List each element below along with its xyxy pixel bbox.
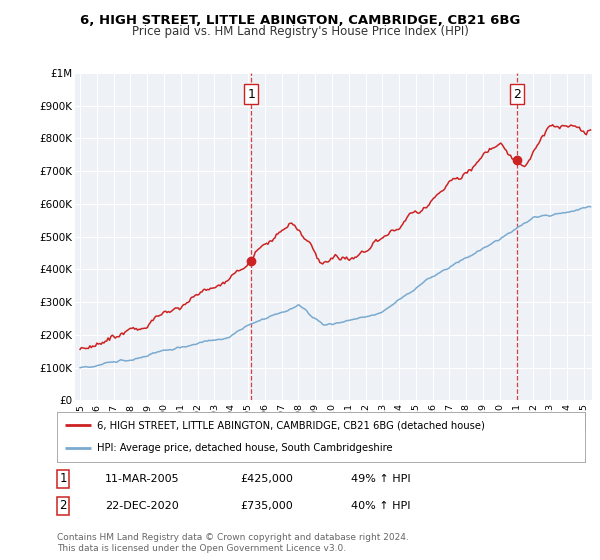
Text: 2: 2 xyxy=(59,499,67,512)
Text: 22-DEC-2020: 22-DEC-2020 xyxy=(105,501,179,511)
Text: £425,000: £425,000 xyxy=(240,474,293,484)
Text: 2: 2 xyxy=(512,87,521,101)
Text: 49% ↑ HPI: 49% ↑ HPI xyxy=(351,474,410,484)
Text: 6, HIGH STREET, LITTLE ABINGTON, CAMBRIDGE, CB21 6BG (detached house): 6, HIGH STREET, LITTLE ABINGTON, CAMBRID… xyxy=(97,420,484,430)
Text: HPI: Average price, detached house, South Cambridgeshire: HPI: Average price, detached house, Sout… xyxy=(97,444,392,454)
Text: 1: 1 xyxy=(247,87,255,101)
Text: 1: 1 xyxy=(59,472,67,486)
Text: 11-MAR-2005: 11-MAR-2005 xyxy=(105,474,179,484)
Text: 40% ↑ HPI: 40% ↑ HPI xyxy=(351,501,410,511)
Text: Contains HM Land Registry data © Crown copyright and database right 2024.
This d: Contains HM Land Registry data © Crown c… xyxy=(57,533,409,553)
Text: Price paid vs. HM Land Registry's House Price Index (HPI): Price paid vs. HM Land Registry's House … xyxy=(131,25,469,38)
Text: £735,000: £735,000 xyxy=(240,501,293,511)
Text: 6, HIGH STREET, LITTLE ABINGTON, CAMBRIDGE, CB21 6BG: 6, HIGH STREET, LITTLE ABINGTON, CAMBRID… xyxy=(80,14,520,27)
